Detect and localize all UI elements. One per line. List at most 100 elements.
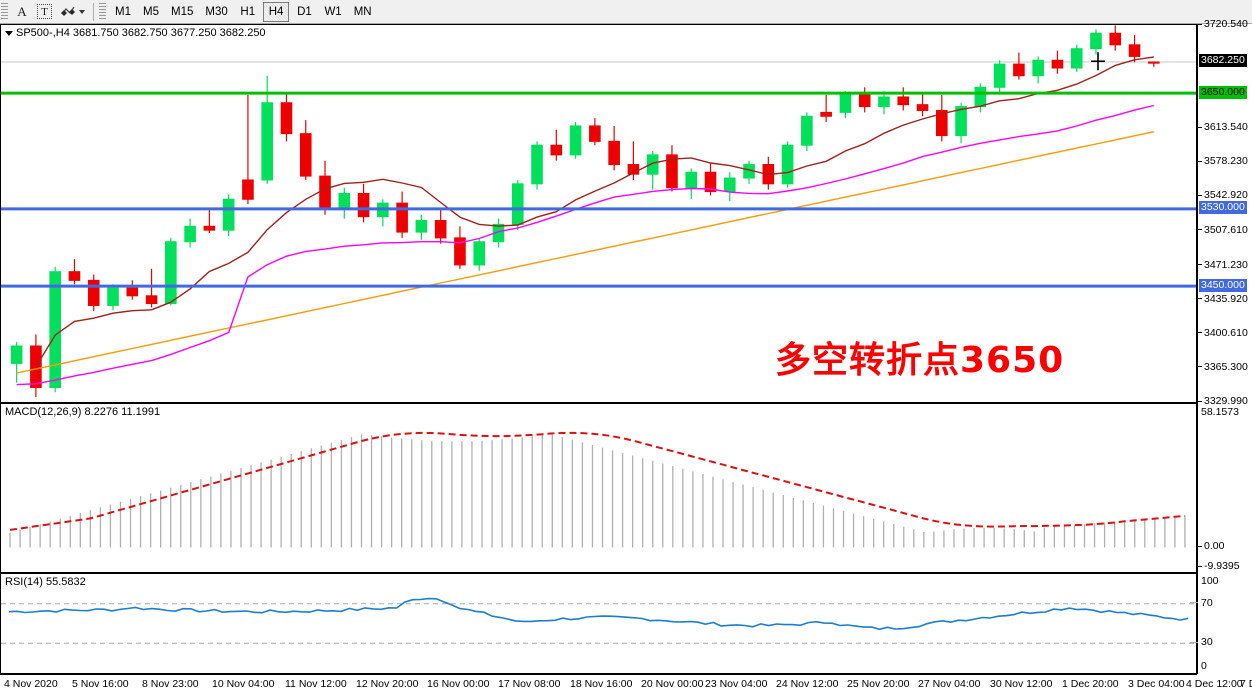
- price-tick-3507-610: 3507.610: [1198, 224, 1252, 236]
- tick-dash: [1198, 366, 1202, 368]
- timeframe-bar: M1 M5 M15 M30 H1 H4 D1 W1 MN: [109, 1, 378, 22]
- macd-tick-2: -9.9395: [1198, 560, 1252, 572]
- timeframe-m1[interactable]: M1: [115, 5, 131, 18]
- tick-text: 3720.540: [1204, 18, 1248, 30]
- price-label-3682-250[interactable]: 3682.250: [1199, 54, 1247, 68]
- toolbar: A T M1 M5 M15 M30 H1 H4 D1 W1 MN: [0, 0, 1252, 24]
- time-label-13: 27 Nov 04:00: [918, 678, 981, 690]
- timeframe-h1[interactable]: H1: [240, 5, 256, 18]
- macd-tick-0: 58.1573: [1198, 406, 1252, 418]
- time-label-6: 16 Nov 00:00: [427, 678, 490, 690]
- tick-text: 0: [1201, 660, 1207, 672]
- tick-text: 0.00: [1204, 540, 1225, 553]
- price-scale[interactable]: 3720.540 3682.250 3650.000 3613.540 3578.230…: [1190, 18, 1252, 697]
- label-tool-button[interactable]: T: [33, 1, 56, 23]
- tick-dash: [1198, 126, 1202, 128]
- shapes-icon: [61, 6, 75, 16]
- rsi-tick-100: 100: [1198, 575, 1252, 587]
- tick-text: 70: [1201, 596, 1213, 609]
- tick-dash: [1198, 229, 1202, 231]
- tick-dash: [1198, 400, 1202, 402]
- time-axis[interactable]: 4 Nov 2020 5 Nov 16:00 8 Nov 23:00 10 Nov 0…: [0, 674, 1252, 697]
- time-label-17: 4 Dec 12:00: [1186, 678, 1243, 690]
- tick-text: 3471.230: [1204, 258, 1248, 271]
- rsi-tick-0: 0: [1198, 660, 1252, 672]
- chart-frame: SP500-,H4 3681.750 3682.750 3677.250 368…: [0, 18, 1252, 697]
- ma-fast-line: [35, 56, 1154, 368]
- price-tick-3720-540: 3720.540: [1198, 18, 1252, 30]
- macd-signal-line: [9, 431, 1185, 531]
- time-label-4: 11 Nov 12:00: [285, 678, 347, 690]
- tick-text: 58.1573: [1201, 406, 1239, 418]
- rsi-label: RSI(14) 55.5832: [5, 576, 86, 588]
- time-label-15: 1 Dec 20:00: [1062, 678, 1119, 690]
- time-label-12: 25 Nov 20:00: [847, 678, 910, 690]
- tick-dash: [1198, 298, 1202, 300]
- tick-text: 100: [1201, 575, 1219, 587]
- tick-text: 3400.610: [1204, 326, 1248, 339]
- price-tick-3435-920: 3435.920: [1198, 293, 1252, 305]
- timeframe-m30[interactable]: M30: [205, 5, 228, 18]
- rsi-chart-svg: [1, 597, 1196, 644]
- macd-pane[interactable]: MACD(12,26,9) 8.2276 11.1991: [0, 403, 1197, 573]
- time-label-0: 4 Nov 2020: [4, 678, 58, 690]
- tick-dash: [1198, 332, 1202, 334]
- toolbar-grip[interactable]: [1, 2, 8, 21]
- price-label-3530-000[interactable]: 3530.000: [1199, 201, 1247, 215]
- time-label-8: 18 Nov 16:00: [570, 678, 633, 690]
- tick-text: 3613.540: [1204, 121, 1248, 134]
- chart-annotation-text[interactable]: 多空转折点3650: [775, 340, 1065, 381]
- timeframe-m5[interactable]: M5: [143, 5, 159, 18]
- tick-dash: [1198, 565, 1202, 567]
- tick-dash: [1198, 23, 1202, 25]
- tick-text: 3329.990: [1204, 395, 1248, 407]
- rsi-line: [8, 597, 1189, 631]
- ma-mid-line: [16, 104, 1154, 386]
- rsi-tick-30: 30: [1198, 636, 1252, 648]
- macd-tick-1: 0.00: [1198, 540, 1252, 552]
- timeframe-d1[interactable]: D1: [297, 5, 312, 18]
- price-tick-3471-230: 3471.230: [1198, 259, 1252, 271]
- tick-text: 3507.610: [1204, 223, 1248, 236]
- tick-text: 30: [1201, 636, 1213, 649]
- price-label-3650-000[interactable]: 3650.000: [1199, 85, 1247, 99]
- time-label-16: 3 Dec 04:00: [1128, 678, 1185, 690]
- tick-text: -9.9395: [1204, 560, 1240, 572]
- rsi-pane[interactable]: RSI(14) 55.5832: [0, 573, 1197, 674]
- time-label-7: 17 Nov 08:00: [498, 678, 561, 690]
- timeframe-grip[interactable]: [99, 2, 106, 21]
- price-tick-3542-920: 3542.920: [1198, 189, 1252, 201]
- collapse-arrow-icon[interactable]: [5, 30, 13, 36]
- price-tick-3613-540: 3613.540: [1198, 121, 1252, 133]
- shapes-dropdown-button[interactable]: [56, 1, 89, 23]
- tick-text: 3435.920: [1204, 292, 1248, 305]
- time-label-5: 12 Nov 20:00: [356, 678, 419, 690]
- timeframe-h4[interactable]: H4: [262, 1, 290, 22]
- timeframe-w1[interactable]: W1: [324, 5, 342, 18]
- text-tool-button[interactable]: A: [11, 1, 33, 23]
- symbol-header-text: SP500-,H4 3681.750 3682.750 3677.250 368…: [16, 27, 266, 39]
- price-scale-rsi[interactable]: 100 70 30 0: [1190, 573, 1252, 674]
- symbol-header[interactable]: SP500-,H4 3681.750 3682.750 3677.250 368…: [5, 27, 266, 39]
- timeframe-mn[interactable]: MN: [353, 5, 372, 18]
- time-label-10: 23 Nov 04:00: [705, 678, 768, 690]
- label-tool-label: T: [41, 5, 48, 18]
- price-label-3450-000[interactable]: 3450.000: [1199, 278, 1247, 292]
- chevron-down-icon: [79, 9, 85, 14]
- label-tool-icon: T: [37, 4, 52, 19]
- tick-dash: [1198, 264, 1202, 266]
- price-pane[interactable]: SP500-,H4 3681.750 3682.750 3677.250 368…: [0, 24, 1197, 403]
- toolbar-divider: [93, 2, 94, 21]
- price-chart-svg: [1, 25, 1196, 398]
- price-scale-macd[interactable]: 58.1573 0.00 -9.9395: [1197, 403, 1252, 573]
- tick-dash: [1198, 194, 1202, 196]
- time-label-11: 24 Nov 12:00: [776, 678, 839, 690]
- tick-text: 3542.920: [1204, 189, 1248, 202]
- macd-label: MACD(12,26,9) 8.2276 11.1991: [5, 406, 161, 418]
- text-tool-label: A: [17, 3, 27, 19]
- price-scale-main[interactable]: 3720.540 3682.250 3650.000 3613.540 3578.230…: [1197, 18, 1252, 407]
- rsi-level-mark-30: [1190, 641, 1198, 643]
- timeframe-m15[interactable]: M15: [171, 5, 194, 18]
- price-tick-3329-990: 3329.990: [1198, 395, 1252, 407]
